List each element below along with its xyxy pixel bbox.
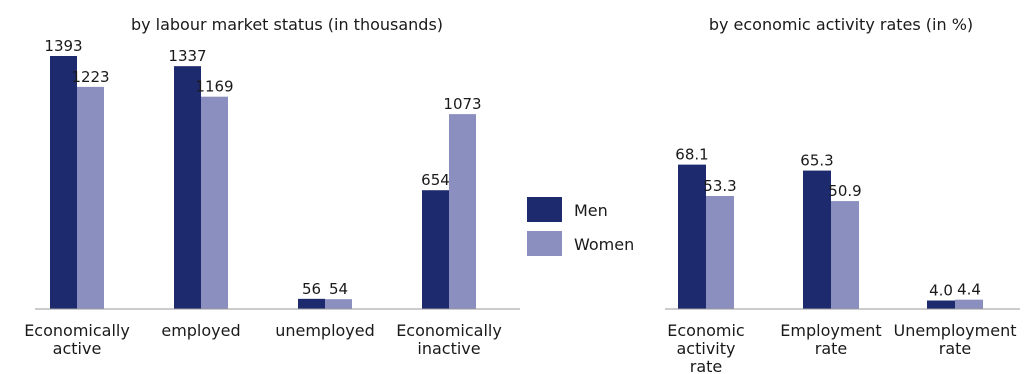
right-plot: 68.153.3Economicactivityrate65.350.9Empl… <box>665 146 1020 374</box>
right-category-label-1-0: Employment <box>780 321 881 340</box>
left-chart-title: by labour market status (in thousands) <box>131 15 443 34</box>
right-bar-men-0 <box>678 164 706 309</box>
left-bar-women-3 <box>449 114 476 309</box>
right-bar-women-2 <box>955 299 983 309</box>
right-value-label-women-0: 53.3 <box>703 177 736 195</box>
left-value-label-women-0: 1223 <box>71 68 109 86</box>
left-bar-women-2 <box>325 299 352 309</box>
right-category-label-0-0: Economic <box>667 321 744 340</box>
left-bar-men-0 <box>50 56 77 309</box>
left-bar-men-1 <box>174 66 201 309</box>
right-category-label-1-1: rate <box>815 339 848 358</box>
right-bar-men-2 <box>927 300 955 309</box>
legend: Men Women <box>527 197 634 256</box>
left-value-label-men-2: 56 <box>302 280 321 298</box>
left-plot: 13931223Economicallyactive13371169employ… <box>24 37 520 358</box>
right-value-label-men-0: 68.1 <box>675 146 708 164</box>
left-category-label-3-1: inactive <box>417 339 480 358</box>
legend-swatch-women <box>527 231 562 256</box>
right-bar-women-1 <box>831 201 859 309</box>
right-value-label-women-1: 50.9 <box>828 182 861 200</box>
left-category-label-0-0: Economically <box>24 321 130 340</box>
left-bar-men-2 <box>298 298 325 309</box>
left-value-label-women-3: 1073 <box>443 95 481 113</box>
right-value-label-men-2: 4.0 <box>929 282 953 300</box>
right-category-label-2-1: rate <box>939 339 972 358</box>
legend-swatch-men <box>527 197 562 222</box>
left-bar-women-1 <box>201 96 228 310</box>
right-category-label-2-0: Unemployment <box>894 321 1017 340</box>
right-value-label-women-2: 4.4 <box>957 281 981 299</box>
right-category-label-0-2: rate <box>690 357 723 374</box>
left-value-label-women-2: 54 <box>329 280 348 298</box>
left-bar-men-3 <box>422 190 449 309</box>
right-bar-women-0 <box>706 196 734 309</box>
legend-label-men: Men <box>574 201 608 220</box>
left-bar-women-0 <box>77 86 104 309</box>
legend-label-women: Women <box>574 235 634 254</box>
left-category-label-0-1: active <box>53 339 102 358</box>
left-category-label-1-0: employed <box>161 321 240 340</box>
left-value-label-men-3: 654 <box>421 171 450 189</box>
left-category-label-2-0: unemployed <box>275 321 375 340</box>
right-value-label-men-1: 65.3 <box>800 152 833 170</box>
right-category-label-0-1: activity <box>677 339 736 358</box>
right-bar-men-1 <box>803 170 831 309</box>
right-chart-title: by economic activity rates (in %) <box>709 15 973 34</box>
left-value-label-men-0: 1393 <box>44 37 82 55</box>
left-value-label-men-1: 1337 <box>168 47 206 65</box>
left-category-label-3-0: Economically <box>396 321 502 340</box>
left-value-label-women-1: 1169 <box>195 78 233 96</box>
